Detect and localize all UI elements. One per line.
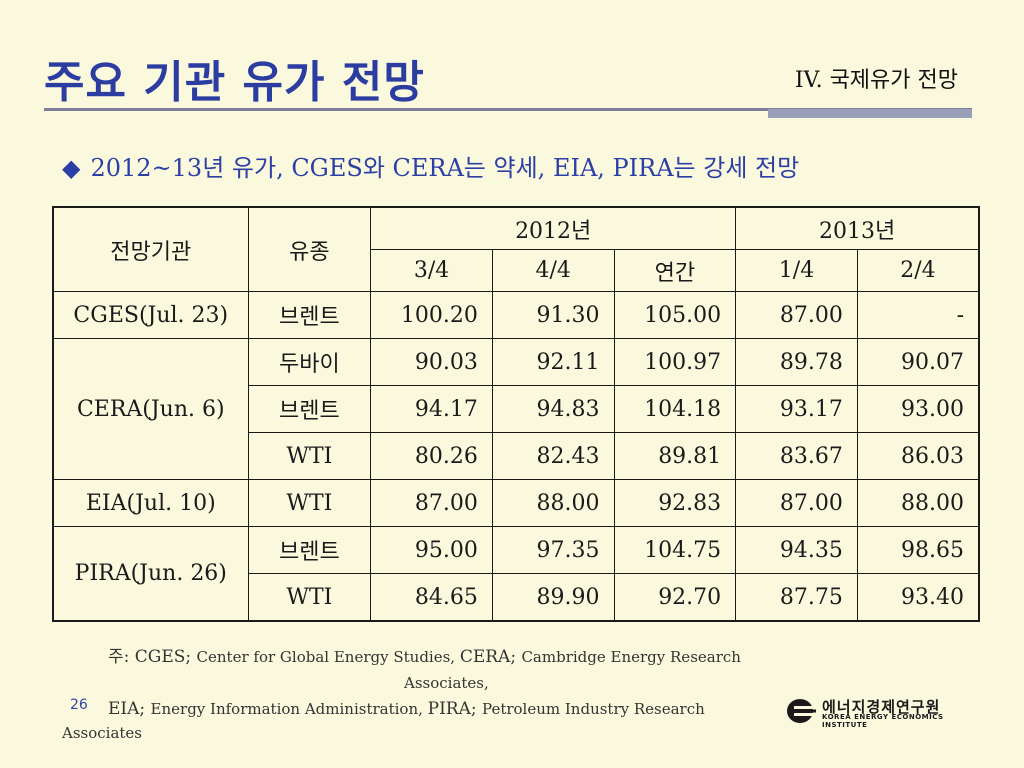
footnote-text: 주: CGES;	[108, 647, 197, 667]
header-year-2013: 2013년	[735, 206, 980, 250]
value-cell: 95.00	[370, 526, 493, 574]
institute-logo: 에너지경제연구원 KOREA ENERGY ECONOMICS INSTITUT…	[786, 696, 972, 729]
header-period: 4/4	[491, 249, 615, 292]
footnote-line: 주: CGES; Center for Global Energy Studie…	[108, 644, 741, 670]
value-cell: 89.90	[491, 573, 615, 622]
logo-korean-text: 에너지경제연구원	[822, 698, 941, 716]
header-year-2012: 2012년	[370, 206, 737, 250]
section-label: IV. 국제유가 전망	[794, 68, 958, 93]
table-subheader-row: 3/4 4/4 연간 1/4 2/4	[53, 249, 980, 292]
value-cell: 91.30	[491, 291, 615, 339]
footnote-line: EIA; Energy Information Administration, …	[108, 696, 705, 722]
table-row: CGES(Jul. 23) 브렌트 100.20 91.30 105.00 87…	[52, 291, 980, 339]
diamond-bullet-icon: ◆	[62, 154, 81, 182]
header-type: 유종	[247, 206, 372, 292]
value-cell: 97.35	[491, 526, 615, 574]
value-cell: 86.03	[856, 432, 980, 480]
table-row: PIRA(Jun. 26) 브렌트 95.00 97.35 104.75 94.…	[52, 526, 980, 622]
logo-english-text: KOREA ENERGY ECONOMICS INSTITUTE	[822, 713, 944, 729]
value-cell: 93.40	[856, 573, 980, 622]
value-cell: 92.70	[613, 573, 737, 622]
oil-type-cell: 브렌트	[247, 526, 372, 574]
value-cell: 105.00	[613, 291, 737, 339]
value-cell: -	[856, 291, 980, 339]
value-cell: 90.07	[856, 338, 980, 386]
value-cell: 104.18	[613, 385, 737, 433]
keei-logo-icon	[787, 699, 818, 723]
value-cell: 94.83	[491, 385, 615, 433]
footnote-text: PIRA;	[427, 699, 483, 719]
header-period: 연간	[613, 249, 737, 292]
title-divider-accent	[768, 109, 972, 118]
footnote-text: Petroleum Industry Research	[482, 700, 705, 718]
header-period: 3/4	[370, 249, 493, 292]
value-cell: 87.00	[370, 479, 493, 527]
page-number: 26	[70, 697, 88, 713]
oil-type-cell: WTI	[247, 479, 372, 527]
value-cell: 82.43	[491, 432, 615, 480]
oil-type-cell: 브렌트	[247, 385, 372, 433]
oil-type-cell: 두바이	[247, 338, 372, 386]
table-row: WTI 84.65 89.90 92.70 87.75 93.40	[53, 573, 980, 622]
agency-cell: EIA(Jul. 10)	[52, 479, 249, 527]
summary-bullet: ◆ 2012~13년 유가, CGES와 CERA는 약세, EIA, PIRA는…	[62, 148, 799, 183]
footnote-text: CERA;	[459, 647, 522, 667]
forecast-table: 전망기관 유종 2012년 2013년 3/4 4/4 연간 1/4 2/4 C…	[52, 206, 980, 622]
value-cell: 89.78	[735, 338, 858, 386]
value-cell: 90.03	[370, 338, 493, 386]
summary-text: 2012~13년 유가, CGES와 CERA는 약세, EIA, PIRA는 …	[90, 154, 800, 182]
header-period: 1/4	[735, 249, 858, 292]
value-cell: 88.00	[856, 479, 980, 527]
value-cell: 100.97	[613, 338, 737, 386]
agency-cell: CERA(Jun. 6)	[52, 338, 249, 480]
value-cell: 92.83	[613, 479, 737, 527]
value-cell: 92.11	[491, 338, 615, 386]
value-cell: 88.00	[491, 479, 615, 527]
header-period: 2/4	[856, 249, 980, 292]
oil-type-cell: WTI	[247, 432, 372, 480]
table-row: EIA(Jul. 10) WTI 87.00 88.00 92.83 87.00…	[52, 479, 980, 527]
value-cell: 104.75	[613, 526, 737, 574]
value-cell: 87.75	[735, 573, 858, 622]
footnote-text: Cambridge Energy Research	[521, 648, 741, 666]
value-cell: 100.20	[370, 291, 493, 339]
value-cell: 98.65	[856, 526, 980, 574]
footnote-text: Energy Information Administration,	[150, 700, 428, 718]
footnote-text: EIA;	[108, 699, 151, 719]
value-cell: 94.35	[735, 526, 858, 574]
table-row: WTI 80.26 82.43 89.81 83.67 86.03	[53, 432, 980, 480]
table-row: CERA(Jun. 6) 두바이 90.03 92.11 100.97 89.7…	[52, 338, 980, 480]
header-agency: 전망기관	[52, 206, 249, 292]
agency-cell: PIRA(Jun. 26)	[52, 526, 249, 622]
value-cell: 80.26	[370, 432, 493, 480]
value-cell: 94.17	[370, 385, 493, 433]
value-cell: 83.67	[735, 432, 858, 480]
oil-type-cell: 브렌트	[247, 291, 372, 339]
value-cell: 93.17	[735, 385, 858, 433]
table-header-row: 전망기관 유종 2012년 2013년	[52, 206, 980, 292]
title-divider	[44, 108, 972, 111]
agency-cell: CGES(Jul. 23)	[52, 291, 249, 339]
footnote-text: Center for Global Energy Studies,	[196, 648, 460, 666]
oil-type-cell: WTI	[247, 573, 372, 622]
value-cell: 89.81	[613, 432, 737, 480]
footnote-line: Associates,	[404, 674, 489, 692]
value-cell: 87.00	[735, 479, 858, 527]
footnote-line: Associates	[62, 724, 143, 742]
value-cell: 93.00	[856, 385, 980, 433]
value-cell: 84.65	[370, 573, 493, 622]
value-cell: 87.00	[735, 291, 858, 339]
page-title: 주요 기관 유가 전망	[44, 57, 425, 108]
